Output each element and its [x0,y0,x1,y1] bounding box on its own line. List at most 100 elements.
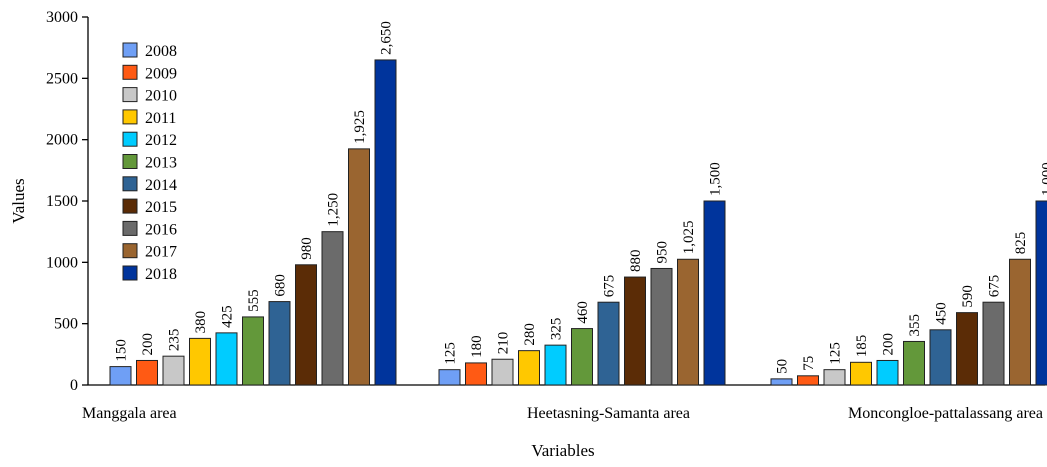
legend-swatch [123,221,137,235]
bar [439,370,460,385]
data-label: 675 [987,275,1003,298]
y-tick-label: 2500 [46,70,78,87]
data-label: 460 [575,301,591,324]
bar [296,265,317,385]
data-label: 380 [193,311,209,334]
data-label: 1,000 [1040,162,1047,196]
bar [851,362,872,385]
data-label: 325 [549,318,565,341]
bar [492,359,513,385]
data-label: 950 [655,241,671,264]
y-axis-title: Values [9,178,28,223]
bar [519,351,540,385]
bar [651,268,672,385]
data-label: 555 [246,289,262,312]
legend-label: 2014 [145,177,177,194]
bar [110,367,131,385]
y-tick-label: 1500 [46,193,78,210]
data-label: 450 [934,302,950,325]
bar [930,330,951,385]
legend-label: 2015 [145,199,177,216]
data-label: 980 [299,237,315,260]
legend-swatch [123,244,137,258]
legend-label: 2013 [145,155,177,172]
bar [957,313,978,385]
y-ticks: 0 500 1000 1500 2000 2500 3000 [46,9,88,394]
data-label: 2,650 [379,21,395,55]
y-tick-label: 1000 [46,254,78,271]
data-label: 180 [469,335,485,358]
bar [704,201,725,385]
data-label: 355 [907,314,923,337]
bar [216,333,237,385]
data-label: 125 [443,342,459,365]
y-tick-label: 500 [54,316,78,333]
bar [877,360,898,385]
bar [322,232,343,385]
legend-label: 2008 [145,43,177,60]
bar [598,302,619,385]
legend: 2008 2009 2010 2011 2012 2013 2014 2015 2016 2017… [123,43,177,283]
category-label: Manggala area [82,405,177,422]
category-labels: Manggala area Heetasning-Samanta area Monc… [82,405,1043,422]
data-label: 1,025 [681,221,697,255]
bar [163,356,184,385]
bar [349,149,370,385]
bar [771,379,792,385]
bar [798,376,819,385]
data-label: 125 [828,342,844,365]
data-label: 1,925 [352,110,368,144]
bar [269,302,290,385]
legend-swatch [123,177,137,191]
bar [466,363,487,385]
bar [983,302,1004,385]
legend-swatch [123,88,137,102]
data-label: 680 [273,274,289,297]
data-label: 880 [628,250,644,273]
legend-swatch [123,132,137,146]
data-label: 1,500 [708,162,724,196]
bar [243,317,264,385]
data-label: 50 [775,359,791,374]
data-label: 1,250 [326,193,342,227]
bar [678,259,699,385]
data-label: 185 [854,335,870,358]
category-label: Heetasning-Samanta area [527,405,690,422]
bar [625,277,646,385]
legend-label: 2012 [145,132,177,149]
bar [190,338,211,385]
bar [1010,259,1031,385]
y-tick-label: 0 [70,377,78,394]
bar [572,329,593,385]
legend-label: 2017 [145,244,177,261]
legend-swatch [123,110,137,124]
data-label: 825 [1013,232,1029,255]
legend-swatch [123,199,137,213]
bar [137,360,158,385]
data-label: 590 [960,285,976,308]
bar [824,370,845,385]
legend-label: 2011 [145,110,176,127]
legend-label: 2016 [145,221,177,238]
data-label: 75 [801,356,817,371]
legend-swatch [123,43,137,57]
bar [545,345,566,385]
bar [904,341,925,385]
legend-label: 2009 [145,65,177,82]
legend-swatch [123,65,137,79]
data-label: 200 [140,333,156,356]
bar [375,60,396,385]
data-label: 675 [602,275,618,298]
legend-label: 2010 [145,88,177,105]
data-label: 280 [522,323,538,346]
data-label: 210 [496,332,512,355]
legend-label: 2018 [145,266,177,283]
x-axis-title: Variables [531,441,594,460]
y-tick-label: 2000 [46,132,78,149]
y-tick-label: 3000 [46,9,78,26]
legend-swatch [123,155,137,169]
category-label: Moncongloe-pattalassang area [848,405,1043,422]
data-label: 425 [220,305,236,328]
